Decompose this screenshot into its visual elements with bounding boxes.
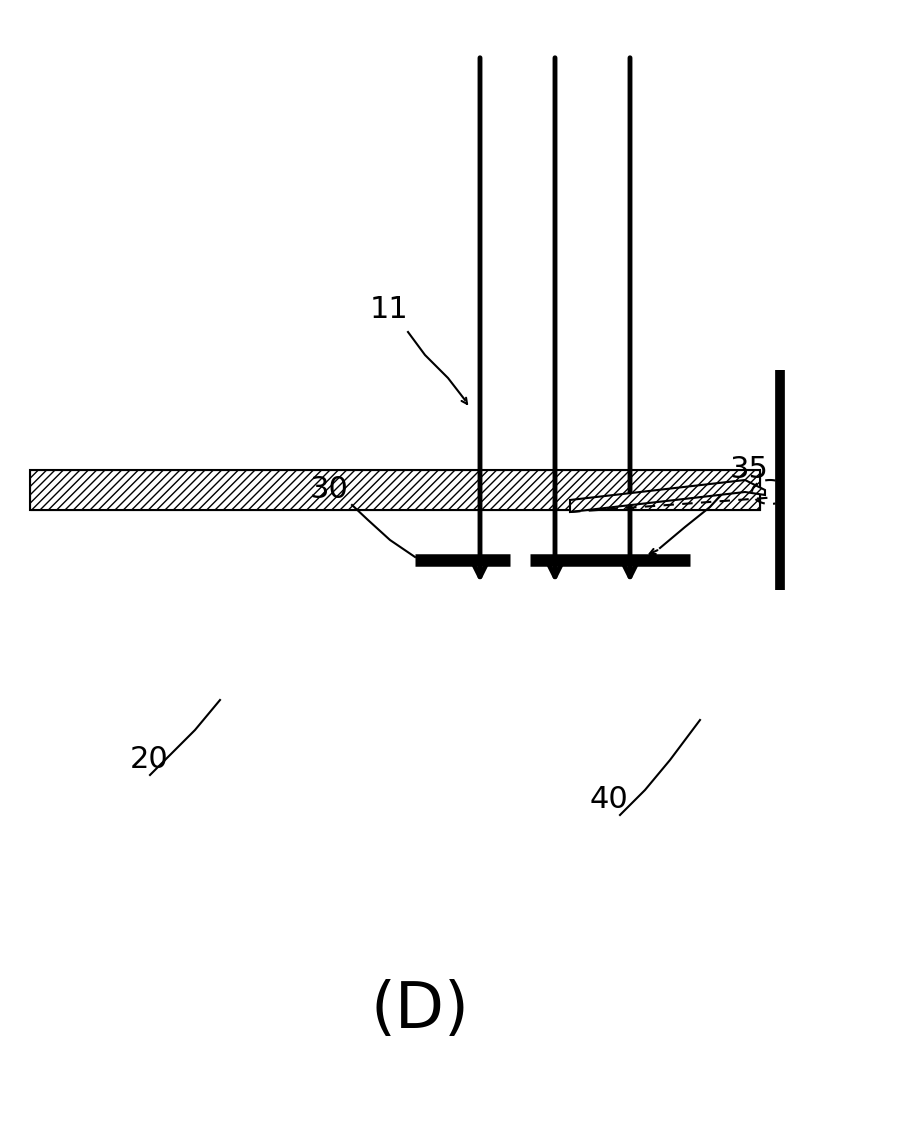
Text: 35: 35	[730, 456, 769, 484]
Text: 40: 40	[590, 786, 629, 814]
Bar	[30, 470, 760, 510]
Bar	[30, 470, 760, 510]
Polygon shape	[570, 480, 765, 512]
Text: (D): (D)	[370, 979, 469, 1041]
Text: 11: 11	[370, 295, 409, 325]
Text: 30: 30	[310, 475, 349, 504]
Text: 20: 20	[130, 745, 168, 775]
